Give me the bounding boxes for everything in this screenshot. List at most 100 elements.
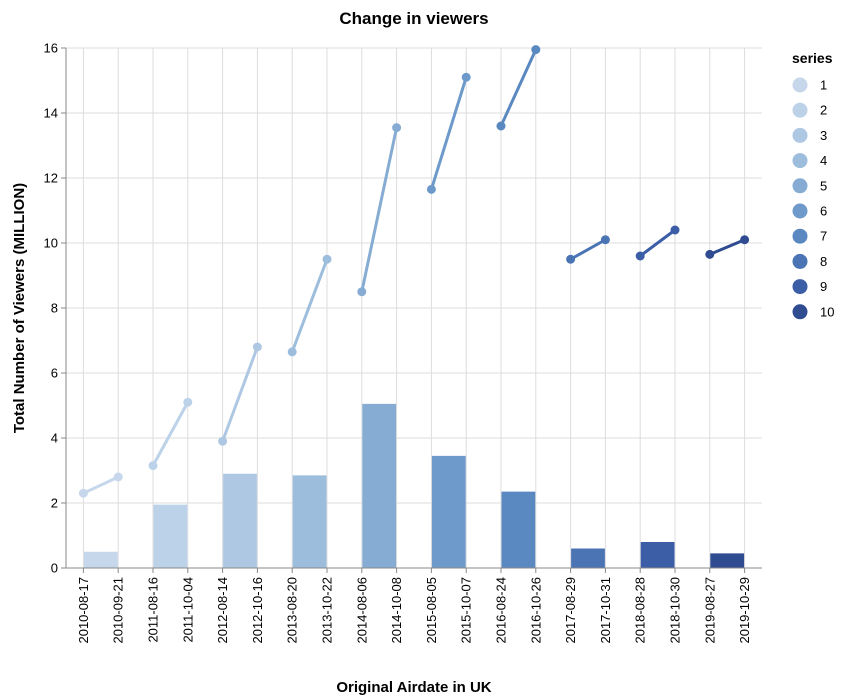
line-series-6 [429,76,468,190]
legend: series 1 2 3 4 5 6 7 8 9 10 [792,50,834,320]
y-tick-label: 4 [51,431,58,446]
bar-series-9 [640,542,675,568]
legend-swatch-series-1 [792,77,808,93]
bar-series-7 [501,491,536,568]
line-series-3 [221,346,259,442]
chart-title: Change in viewers [339,9,488,28]
x-tick-label: 2013-10-22 [320,577,335,644]
x-tick-label: 2011-08-16 [146,577,161,643]
legend-label-series-6: 6 [820,204,827,219]
bar-series-6 [431,455,466,568]
bar-series-8 [571,548,605,568]
legend-swatch-series-10 [792,304,808,320]
x-tick-label: 2013-08-20 [285,577,300,644]
x-tick-label: 2016-10-26 [528,577,543,644]
line-series-1 [82,475,119,495]
point-premiere-series-3 [218,436,228,446]
line-series-10 [709,238,746,256]
y-tick-labels: 0 2 4 6 8 10 12 14 16 [44,41,66,576]
legend-title: series [792,50,833,66]
legend-label-series-1: 1 [820,78,827,93]
x-tick-label: 2014-10-08 [389,577,404,644]
legend-label-series-2: 2 [820,103,827,118]
x-tick-label: 2017-10-31 [598,577,613,644]
x-tick-label: 2019-10-29 [737,577,752,644]
point-finale-series-7 [531,45,541,55]
line-series-5 [360,127,399,293]
legend-label-series-4: 4 [820,153,827,168]
legend-swatch-series-6 [792,203,808,219]
x-tick-label: 2012-10-16 [250,577,265,644]
bar-series-4 [292,475,327,568]
legend-label-series-9: 9 [820,279,827,294]
x-tick-label: 2015-10-07 [459,577,474,644]
legend-label-series-8: 8 [820,254,827,269]
point-finale-series-9 [670,225,680,235]
x-tick-label: 2010-08-17 [76,577,91,644]
y-tick-label: 16 [44,41,58,56]
bars [83,403,745,568]
x-tick-label: 2014-08-06 [354,577,369,644]
point-premiere-series-4 [287,347,297,357]
x-tick-labels: 2010-08-17 2010-09-21 2011-08-16 2011-10-04… [76,568,752,644]
point-finale-series-2 [183,397,193,407]
point-finale-series-5 [392,123,402,133]
point-premiere-series-1 [78,488,88,498]
legend-swatch-series-8 [792,253,808,269]
point-finale-series-1 [113,472,123,482]
point-premiere-series-5 [357,287,367,297]
x-tick-label: 2015-08-05 [424,577,439,644]
legend-label-series-5: 5 [820,178,827,193]
point-premiere-series-10 [705,249,715,259]
bar-series-3 [223,473,257,568]
legend-label-series-10: 10 [820,304,834,319]
y-tick-label: 2 [51,496,58,511]
y-tick-label: 8 [51,301,58,316]
x-tick-label: 2018-08-28 [633,577,648,644]
bar-series-10 [710,553,745,568]
point-premiere-series-7 [496,121,506,131]
legend-swatch-series-9 [792,279,808,295]
x-tick-label: 2016-08-24 [494,577,509,644]
line-series-7 [499,49,538,127]
y-tick-label: 12 [44,171,58,186]
point-finale-series-6 [461,72,471,82]
legend-swatch-series-7 [792,228,808,244]
point-premiere-series-6 [426,184,436,194]
x-tick-label: 2019-08-27 [702,577,717,644]
x-tick-label: 2012-08-14 [215,577,230,644]
line-series-8 [569,238,607,261]
bar-series-1 [83,551,118,568]
legend-label-series-3: 3 [820,128,827,143]
legend-swatch-series-5 [792,178,808,194]
legend-swatch-series-3 [792,127,808,143]
x-tick-label: 2010-09-21 [111,577,126,644]
y-tick-label: 14 [44,106,58,121]
legend-swatch-series-2 [792,102,808,118]
point-finale-series-10 [740,235,750,245]
y-tick-label: 0 [51,561,58,576]
y-axis-title: Total Number of Viewers (MILLION) [11,183,28,433]
point-premiere-series-9 [635,251,645,261]
y-tick-label: 10 [44,236,58,251]
point-premiere-series-2 [148,461,158,471]
line-series-4 [290,258,329,353]
series-lines [78,45,750,498]
y-tick-label: 6 [51,366,58,381]
point-finale-series-3 [252,342,262,352]
line-series-2 [151,401,190,467]
grid [66,47,762,569]
line-series-9 [639,228,676,258]
legend-label-series-7: 7 [820,229,827,244]
x-axis-title: Original Airdate in UK [336,679,491,696]
bar-series-2 [153,504,188,568]
legend-swatch-series-4 [792,153,808,169]
x-tick-label: 2011-10-04 [180,577,195,643]
x-tick-label: 2017-08-29 [563,577,578,644]
point-premiere-series-8 [566,254,576,264]
point-finale-series-8 [600,235,610,245]
bar-series-5 [362,403,397,568]
point-finale-series-4 [322,254,332,264]
